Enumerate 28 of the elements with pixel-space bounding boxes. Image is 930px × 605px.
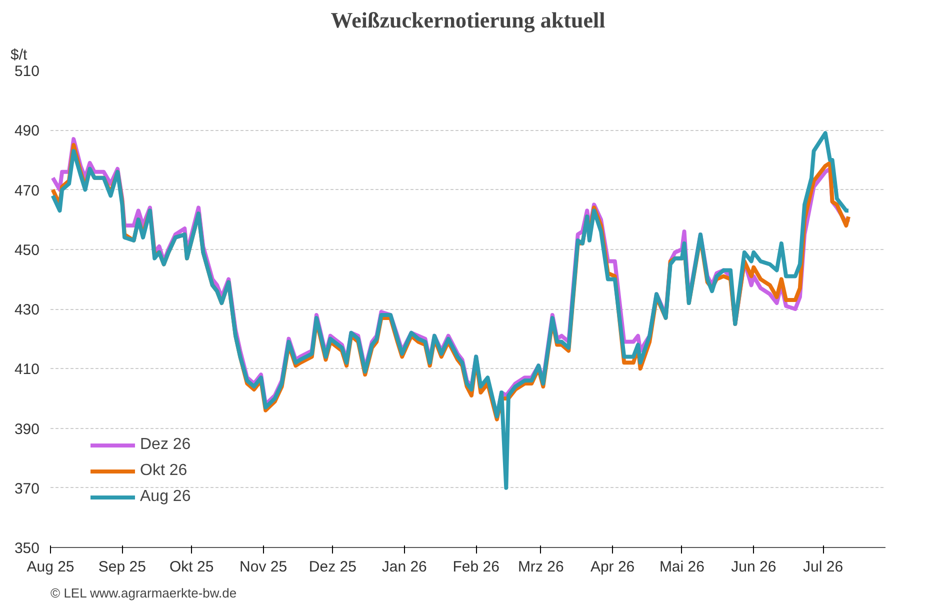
x-tick-label: Nov 25	[240, 558, 288, 576]
x-tick-label: Okt 25	[170, 558, 214, 576]
x-tick-label: Jan 26	[382, 558, 427, 576]
y-tick-label: 390	[14, 420, 40, 438]
y-tick-label: 470	[14, 182, 40, 200]
legend-label: Aug 26	[140, 488, 191, 506]
x-tick-label: Jul 26	[803, 558, 844, 576]
x-tick-label: Mai 26	[659, 558, 704, 576]
x-tick-label: Aug 25	[26, 558, 74, 576]
y-tick-label: 510	[14, 63, 40, 80]
x-tick-label: Sep 25	[98, 558, 146, 576]
y-tick-label: 490	[14, 122, 40, 140]
text: © LEL www.agrarmaerkte-bw.de	[50, 586, 237, 600]
y-tick-label: 350	[14, 540, 40, 557]
x-tick-label: Mrz 26	[518, 558, 564, 576]
x-tick-label: Jun 26	[731, 558, 776, 576]
x-tick-label: Dez 25	[308, 558, 356, 576]
chart-title: Weißzuckernotierung aktuell	[330, 8, 606, 32]
legend-label: Dez 26	[140, 436, 191, 454]
legend-label: Okt 26	[140, 462, 188, 480]
y-axis-title: $/t	[10, 46, 28, 64]
x-tick-label: Feb 26	[452, 558, 500, 576]
x-tick-label: Apr 26	[590, 558, 635, 576]
y-tick-label: 450	[14, 242, 40, 259]
y-tick-label: 430	[14, 302, 40, 318]
y-tick-label: 410	[14, 361, 40, 378]
y-tick-label: 370	[14, 480, 40, 498]
line-series	[50, 131, 850, 490]
